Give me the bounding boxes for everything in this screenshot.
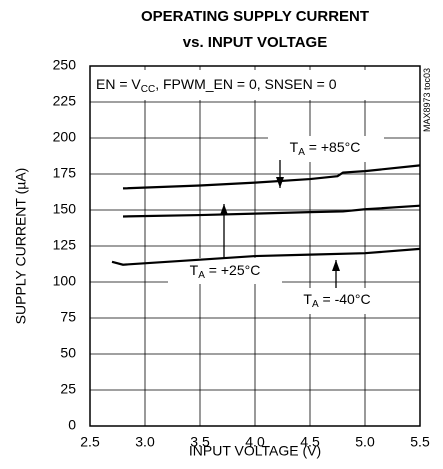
x-axis-label: INPUT VOLTAGE (V) [189, 443, 321, 459]
y-tick-label: 50 [60, 345, 76, 361]
annotation-text: T [303, 291, 312, 307]
annotation-background [91, 70, 373, 100]
annotation-text: = +85°C [305, 139, 360, 155]
y-tick-label: 75 [60, 309, 76, 325]
y-tick-label: 225 [53, 93, 77, 109]
arrow-head [220, 204, 228, 215]
annotation-text: MAX8973 toc03 [422, 68, 432, 132]
y-tick-label: 0 [68, 417, 76, 433]
x-tick-label: 5.0 [355, 434, 375, 450]
y-tick-label: 150 [53, 201, 77, 217]
annotation-background [268, 136, 384, 162]
annotation-text: , FPWM_EN = 0, SNSEN = 0 [155, 76, 336, 92]
x-tick-label: 3.0 [135, 434, 155, 450]
annotation: MAX8973 toc03 [422, 68, 432, 132]
x-tick-label: 4.5 [300, 434, 320, 450]
annotation-text: T [190, 262, 199, 278]
y-tick-label: 175 [53, 165, 77, 181]
subscript: A [298, 147, 305, 158]
chart-title: vs. INPUT VOLTAGE [183, 34, 327, 51]
annotation-text: = -40°C [319, 291, 371, 307]
subscript: A [198, 270, 205, 281]
y-tick-label: 200 [53, 129, 77, 145]
series-line [122, 204, 421, 218]
chart-title: OPERATING SUPPLY CURRENT [141, 8, 369, 25]
x-tick-label: 4.0 [245, 434, 265, 450]
subscript: CC [141, 84, 155, 95]
x-tick-label: 2.5 [80, 434, 100, 450]
y-tick-label: 125 [53, 237, 77, 253]
y-tick-label: 100 [53, 273, 77, 289]
series-line [122, 164, 421, 190]
annotation-background [281, 288, 395, 314]
y-axis-label: SUPPLY CURRENT (µA) [13, 168, 29, 325]
annotation-text: EN = V [96, 76, 141, 92]
annotation: TA = +25°C [190, 262, 261, 281]
y-tick-label: 25 [60, 381, 76, 397]
annotation: EN = VCC, FPWM_EN = 0, SNSEN = 0 [96, 76, 337, 95]
arrow-head [332, 260, 340, 271]
x-tick-label: 5.5 [410, 434, 430, 450]
annotation-background [168, 258, 282, 284]
annotation: TA = -40°C [303, 291, 370, 310]
y-tick-label: 250 [53, 57, 77, 73]
annotation-text: T [290, 139, 299, 155]
annotation-text: = +25°C [205, 262, 260, 278]
arrow-head [276, 177, 284, 188]
annotation: TA = +85°C [290, 139, 361, 158]
series-line [111, 247, 421, 266]
subscript: A [312, 299, 319, 310]
x-tick-label: 3.5 [190, 434, 210, 450]
plot-frame [89, 65, 421, 427]
